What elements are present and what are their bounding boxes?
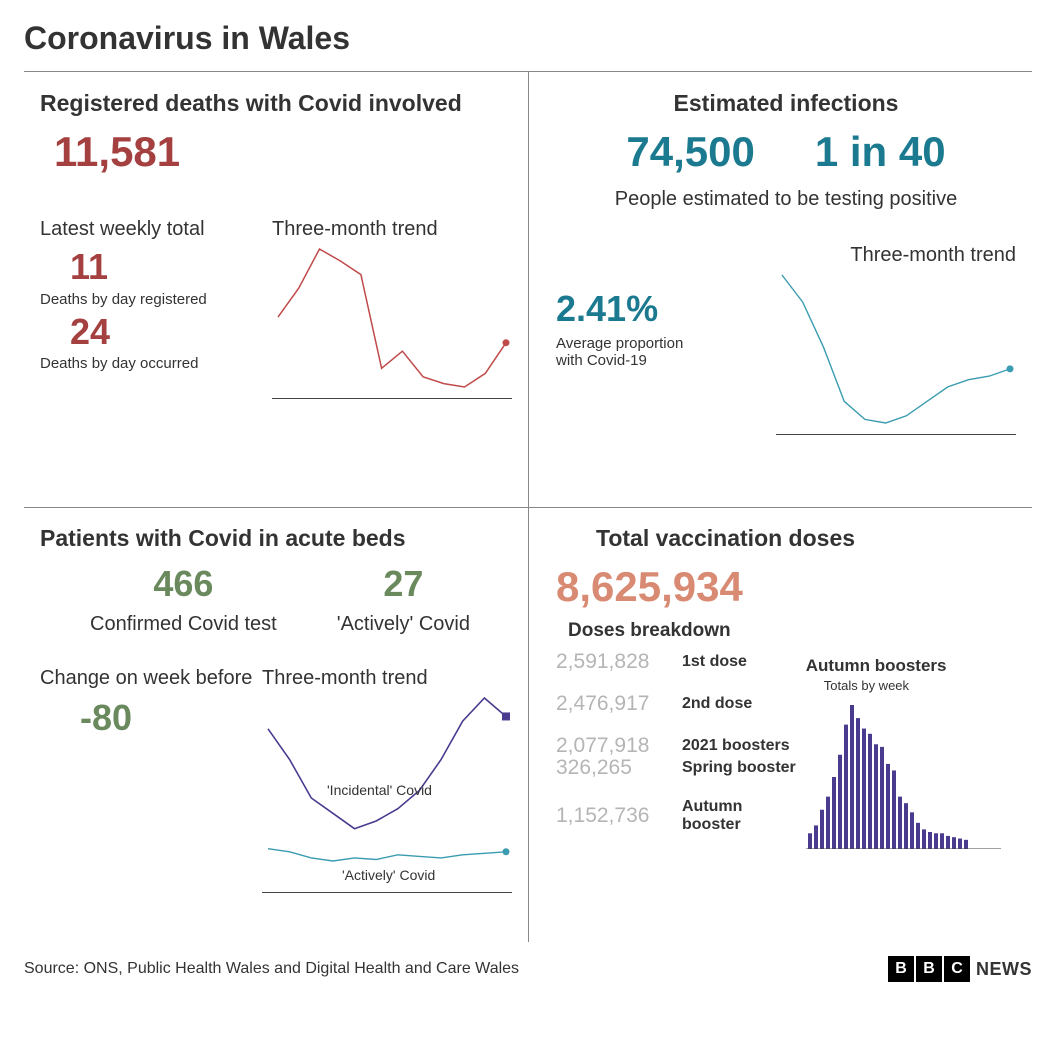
panel-vaccinations-title: Total vaccination doses [596,525,1016,552]
dose-value: 1,152,736 [556,804,666,828]
infections-pct-label2: with Covid-19 [556,352,766,369]
dose-row: 1,152,736 Autumn booster [556,798,798,834]
infections-pct-label1: Average proportion [556,335,766,352]
actively-line-label: 'Actively' Covid [342,867,435,883]
dose-value: 2,591,828 [556,650,666,674]
doses-list: 2,591,828 1st dose 2,476,917 2nd dose 2,077,… [556,650,798,854]
bbc-news-text: NEWS [976,959,1032,980]
dose-value: 326,265 [556,756,666,780]
infections-pct: 2.41% [556,289,766,329]
deaths-occurred-label: Deaths by day occurred [40,355,272,372]
bbc-logo: B B C NEWS [888,956,1032,982]
dose-label: 1st dose [682,653,747,671]
deaths-registered-value: 11 [70,247,272,287]
dose-label: Autumn booster [682,798,798,834]
dose-row: 326,265 Spring booster [556,756,798,780]
panel-patients-title: Patients with Covid in acute beds [40,525,512,552]
boosters-bar-chart [806,699,1001,849]
infections-subtitle: People estimated to be testing positive [556,185,1016,213]
bbc-box-2: B [916,956,942,982]
infections-count: 74,500 [626,129,754,175]
panel-infections: Estimated infections 74,500 1 in 40 Peop… [528,72,1032,507]
patients-change-title: Change on week before [40,664,262,692]
panel-patients: Patients with Covid in acute beds 466 Co… [24,507,528,942]
patients-trend-label: Three-month trend [262,664,512,692]
dose-label: 2nd dose [682,695,752,713]
dose-value: 2,077,918 [556,734,666,758]
panel-vaccinations: Total vaccination doses 8,625,934 Doses … [528,507,1032,942]
patients-confirmed-value: 466 [90,564,277,604]
deaths-trend-chart [272,243,512,393]
dose-label: 2021 boosters [682,737,790,755]
boosters-subtitle: Totals by week [824,678,1016,693]
deaths-total: 11,581 [54,129,512,175]
dose-value: 2,476,917 [556,692,666,716]
patients-change-value: -80 [80,698,262,738]
weekly-title: Latest weekly total [40,215,272,243]
incidental-line-label: 'Incidental' Covid [327,782,432,798]
panel-deaths: Registered deaths with Covid involved 11… [24,72,528,507]
dose-row: 2,077,918 2021 boosters [556,734,798,758]
patients-confirmed-label: Confirmed Covid test [90,610,277,638]
page-title: Coronavirus in Wales [24,20,1032,57]
vaccinations-total: 8,625,934 [556,564,1016,610]
patients-actively-value: 27 [337,564,470,604]
deaths-registered-label: Deaths by day registered [40,291,272,308]
bbc-box-3: C [944,956,970,982]
panel-infections-title: Estimated infections [556,90,1016,117]
panel-grid: Registered deaths with Covid involved 11… [24,72,1032,942]
source-text: Source: ONS, Public Health Wales and Dig… [24,960,519,978]
deaths-trend-label: Three-month trend [272,215,512,243]
patients-trend-chart [262,692,512,867]
dose-row: 2,591,828 1st dose [556,650,798,674]
bbc-box-1: B [888,956,914,982]
footer: Source: ONS, Public Health Wales and Dig… [24,942,1032,982]
dose-label: Spring booster [682,759,796,777]
dose-row: 2,476,917 2nd dose [556,692,798,716]
deaths-occurred-value: 24 [70,312,272,352]
infections-trend-chart [776,269,1016,429]
boosters-title: Autumn boosters [806,656,1016,676]
infections-trend-label: Three-month trend [776,241,1016,269]
panel-deaths-title: Registered deaths with Covid involved [40,90,512,117]
patients-actively-label: 'Actively' Covid [337,610,470,638]
infections-ratio: 1 in 40 [815,129,946,175]
doses-breakdown-title: Doses breakdown [568,620,1016,642]
